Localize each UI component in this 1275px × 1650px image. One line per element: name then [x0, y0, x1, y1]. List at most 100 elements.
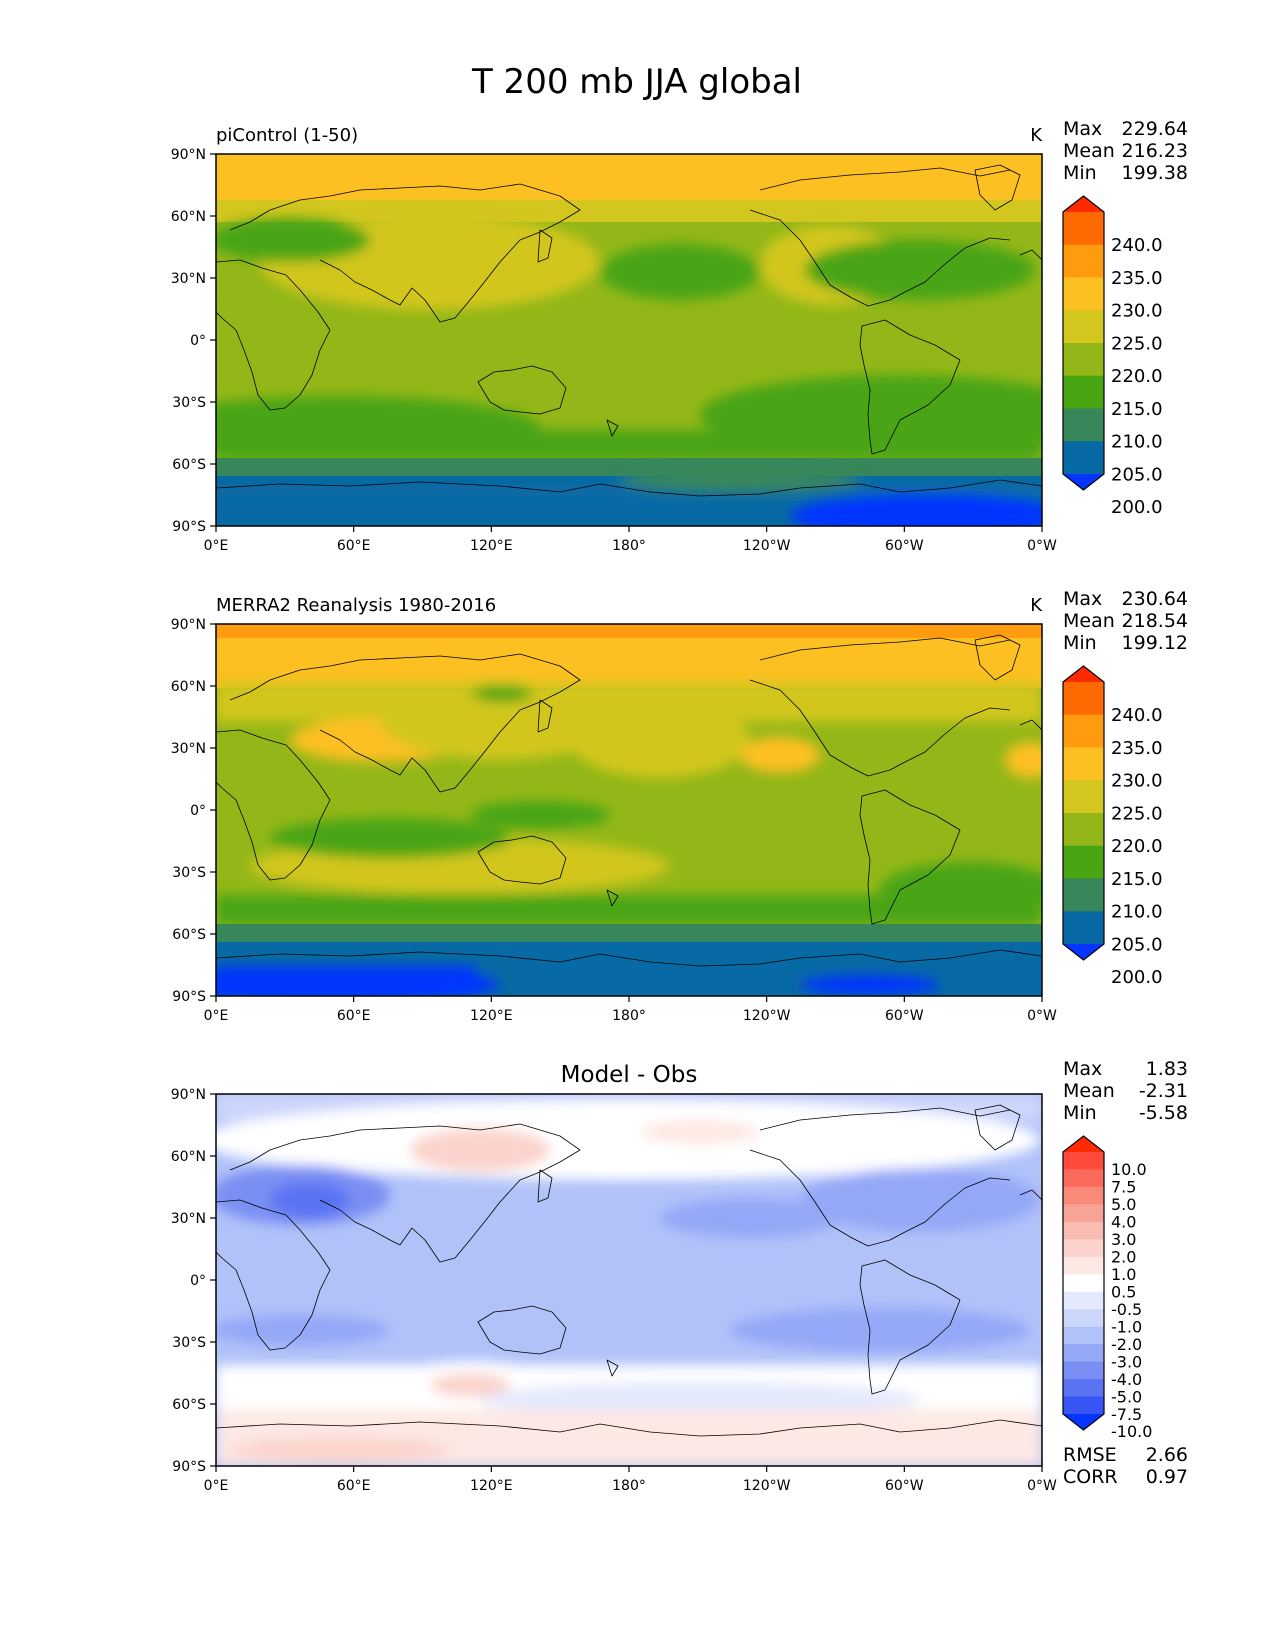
lat-tick-label: 90°N	[171, 147, 206, 163]
stat-max-value: 230.64	[1122, 588, 1188, 610]
colorbar-label: 7.5	[1111, 1178, 1136, 1197]
colorbar-outline	[1062, 1135, 1105, 1431]
colorbar-swatch	[1063, 714, 1104, 748]
stat-mean-label: Mean	[1063, 610, 1115, 632]
lat-ticks-diff: 90°N 60°N 30°N 0° 30°S 60°S 90°S	[171, 1087, 216, 1475]
lat-tick-label: 30°S	[172, 865, 206, 881]
colorbar-label: 240.0	[1111, 235, 1163, 256]
colorbar-label: 210.0	[1111, 432, 1163, 453]
lon-tick-label: 0°E	[204, 538, 229, 554]
colorbar-label: 5.0	[1111, 1195, 1136, 1214]
stat-mean-value: 218.54	[1122, 610, 1188, 632]
lon-tick-label: 0°W	[1027, 538, 1057, 554]
colorbar-swatch	[1063, 1169, 1104, 1188]
lon-tick-label: 120°E	[470, 1478, 513, 1494]
stat-max-label: Max	[1063, 588, 1102, 610]
lat-tick-label: 60°S	[172, 1397, 206, 1413]
lon-ticks-model: 0°E 60°E 120°E 180° 120°W 60°W 0°W	[204, 526, 1057, 554]
lon-tick-label: 60°W	[885, 1478, 924, 1494]
colorbar-label: 220.0	[1111, 366, 1163, 387]
lat-tick-label: 60°S	[172, 457, 206, 473]
lon-tick-label: 60°W	[885, 1008, 924, 1024]
rmse-label: RMSE	[1063, 1444, 1117, 1466]
panel-center-title: Model - Obs	[561, 1062, 698, 1088]
colorbar-outline	[1062, 665, 1105, 961]
colorbar-swatch	[1063, 1204, 1104, 1223]
colorbar-label: 1.0	[1111, 1265, 1136, 1284]
colorbar-swatch	[1063, 1379, 1104, 1398]
colorbar-label: 205.0	[1111, 934, 1163, 955]
stat-max-label: Max	[1063, 118, 1102, 140]
colorbar-label: -3.0	[1111, 1352, 1142, 1371]
stat-min-label: Min	[1063, 632, 1097, 654]
lat-tick-label: 30°N	[171, 741, 206, 757]
colorbar-label: 4.0	[1111, 1213, 1136, 1232]
lat-tick-label: 90°S	[172, 519, 206, 535]
colorbar-swatch	[1063, 1239, 1104, 1258]
colorbar-swatch	[1063, 878, 1104, 912]
colorbar-swatch	[1063, 277, 1104, 311]
colorbar-label: -0.5	[1111, 1300, 1142, 1319]
colorbar-extend-bottom	[1063, 1414, 1104, 1430]
stat-min-value: -5.58	[1139, 1102, 1188, 1124]
colorbar-label: -5.0	[1111, 1387, 1142, 1406]
colorbar-label: -10.0	[1111, 1422, 1152, 1441]
map-field-diff	[216, 1094, 1042, 1466]
colorbar-swatch	[1063, 310, 1104, 344]
stat-mean-label: Mean	[1063, 1080, 1115, 1102]
colorbar-swatch	[1063, 1152, 1104, 1170]
lon-tick-label: 0°E	[204, 1478, 229, 1494]
colorbar-swatch	[1063, 1361, 1104, 1380]
lon-tick-label: 120°W	[743, 1478, 791, 1494]
stat-mean-label: Mean	[1063, 140, 1115, 162]
colorbar-label: -4.0	[1111, 1370, 1142, 1389]
colorbar-label: 225.0	[1111, 803, 1163, 824]
colorbar-label: 225.0	[1111, 333, 1163, 354]
map-field-obs	[216, 624, 1042, 996]
lat-tick-label: 30°N	[171, 1211, 206, 1227]
coastlines-obs	[216, 634, 1042, 967]
stat-min-label: Min	[1063, 1102, 1097, 1124]
rmse-value: 2.66	[1146, 1444, 1188, 1466]
lon-tick-label: 180°	[612, 1008, 646, 1024]
lat-tick-label: 0°	[190, 1273, 206, 1289]
coastlines-diff	[216, 1104, 1042, 1437]
corr-value: 0.97	[1146, 1466, 1188, 1488]
colorbar-swatch	[1063, 375, 1104, 409]
stat-mean-value: 216.23	[1122, 140, 1188, 162]
lat-tick-label: 90°N	[171, 617, 206, 633]
colorbar-extend-top	[1063, 1136, 1104, 1152]
lon-tick-label: 60°W	[885, 538, 924, 554]
colorbar-label: 200.0	[1111, 967, 1163, 988]
panel-model: 90°N 60°N 30°N 0° 30°S 60°S 90°S 0°E 60°E 120°E 1…	[171, 118, 1188, 554]
lat-ticks-model: 90°N 60°N 30°N 0° 30°S 60°S 90°S	[171, 147, 216, 535]
lon-tick-label: 0°W	[1027, 1008, 1057, 1024]
colorbar-label: 0.5	[1111, 1282, 1136, 1301]
colorbar-model: 240.0 235.0 230.0 225.0 220.0 215.0 210.0 205.0…	[1062, 195, 1163, 518]
lon-tick-label: 120°E	[470, 538, 513, 554]
colorbar-label: 10.0	[1111, 1160, 1147, 1179]
lat-tick-label: 90°N	[171, 1087, 206, 1103]
colorbar-swatch	[1063, 1396, 1104, 1415]
colorbar-label: 215.0	[1111, 399, 1163, 420]
lat-ticks-obs: 90°N 60°N 30°N 0° 30°S 60°S 90°S	[171, 617, 216, 1005]
stat-mean-value: -2.31	[1139, 1080, 1188, 1102]
colorbar-swatch	[1063, 747, 1104, 781]
lat-tick-label: 60°S	[172, 927, 206, 943]
colorbar-extend-top	[1063, 666, 1104, 682]
lon-tick-label: 120°W	[743, 1008, 791, 1024]
colorbar-swatch	[1063, 408, 1104, 442]
lon-ticks-obs: 0°E 60°E 120°E 180° 120°W 60°W 0°W	[204, 996, 1057, 1024]
stat-max-label: Max	[1063, 1058, 1102, 1080]
colorbar-label: 205.0	[1111, 464, 1163, 485]
lat-tick-label: 30°S	[172, 395, 206, 411]
coastlines-model	[216, 164, 1042, 497]
colorbar-label: 215.0	[1111, 869, 1163, 890]
panel-left-title: piControl (1-50)	[216, 125, 358, 146]
colorbar-swatch	[1063, 1344, 1104, 1363]
lat-tick-label: 60°N	[171, 1149, 206, 1165]
panel-obs: 90°N 60°N 30°N 0° 30°S 60°S 90°S 0°E 60°E 120°E 1…	[171, 588, 1188, 1024]
colorbar-label: 240.0	[1111, 705, 1163, 726]
lat-tick-label: 90°S	[172, 989, 206, 1005]
